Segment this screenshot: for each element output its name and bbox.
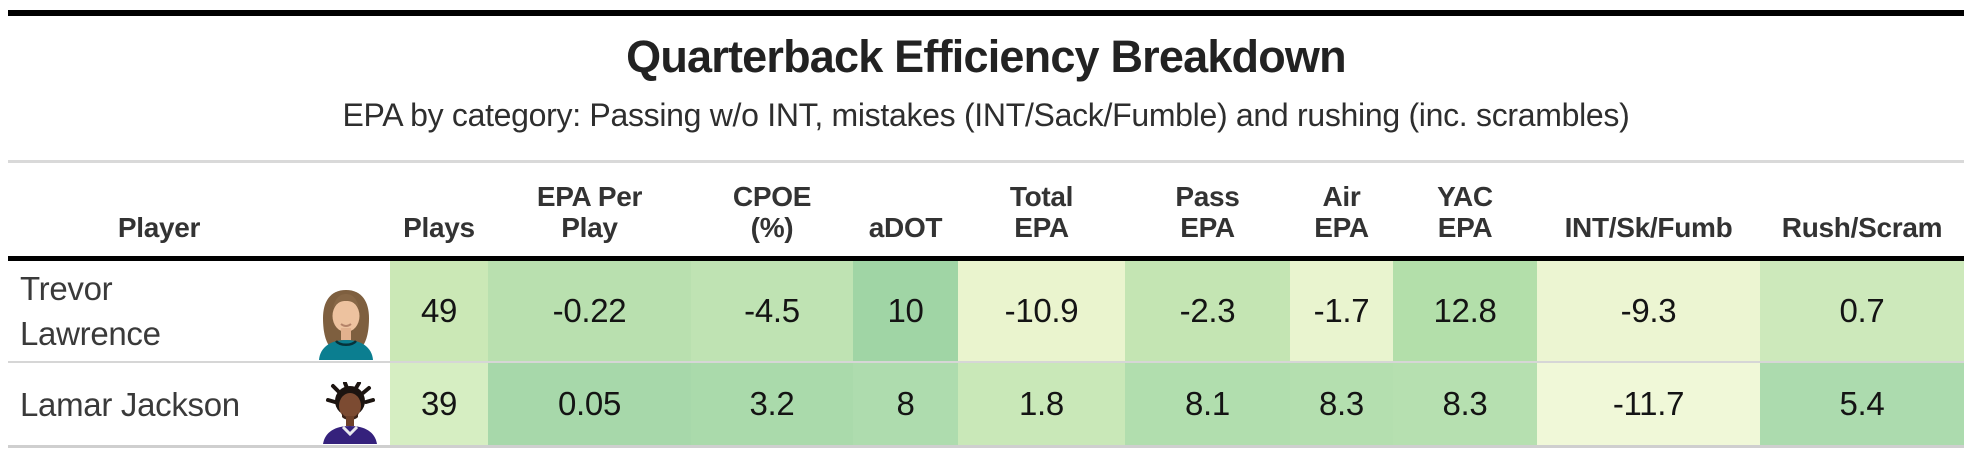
column-header-yac-epa: YAC EPA xyxy=(1393,161,1537,261)
stat-cell-adot: 10 xyxy=(853,258,958,363)
column-header-pass-epa: Pass EPA xyxy=(1125,161,1290,261)
stat-cell-int-sk-fumb: -11.7 xyxy=(1537,362,1760,448)
column-header-air-epa: Air EPA xyxy=(1290,161,1393,261)
column-header-total-epa: Total EPA xyxy=(958,161,1125,261)
stat-cell-adot: 8 xyxy=(853,362,958,448)
stat-cell-total-epa: 1.8 xyxy=(958,362,1125,448)
top-accent-bar xyxy=(8,10,1964,16)
stat-cell-pass-epa: 8.1 xyxy=(1125,362,1290,448)
stat-cell-plays: 39 xyxy=(390,362,488,448)
stat-cell-cpoe: 3.2 xyxy=(691,362,853,448)
stat-cell-rush-scram: 5.4 xyxy=(1760,362,1964,448)
page-title: Quarterback Efficiency Breakdown xyxy=(626,31,1346,82)
stat-cell-cpoe: -4.5 xyxy=(691,258,853,363)
header-row: Player Plays EPA Per Play CPOE (%) aDOT … xyxy=(8,161,1964,261)
stat-cell-air-epa: 8.3 xyxy=(1290,362,1393,448)
lamar-jackson-headshot xyxy=(315,363,385,445)
column-header-player: Player xyxy=(8,161,390,261)
table-row-lamar-jackson: Lamar Jackson xyxy=(8,362,1964,448)
column-header-epa-per-play: EPA Per Play xyxy=(488,161,691,261)
column-header-adot: aDOT xyxy=(853,161,958,261)
stat-cell-total-epa: -10.9 xyxy=(958,258,1125,363)
page-subtitle: EPA by category: Passing w/o INT, mistak… xyxy=(342,97,1630,133)
player-name: Trevor Lawrence xyxy=(20,270,161,352)
stat-cell-air-epa: -1.7 xyxy=(1290,258,1393,363)
stat-cell-pass-epa: -2.3 xyxy=(1125,258,1290,363)
stat-cell-yac-epa: 12.8 xyxy=(1393,258,1537,363)
stat-cell-yac-epa: 8.3 xyxy=(1393,362,1537,448)
column-header-plays: Plays xyxy=(390,161,488,261)
qb-stats-table: Player Plays EPA Per Play CPOE (%) aDOT … xyxy=(8,160,1964,448)
stat-cell-int-sk-fumb: -9.3 xyxy=(1537,258,1760,363)
stat-cell-epa-per-play: 0.05 xyxy=(488,362,691,448)
column-header-cpoe: CPOE (%) xyxy=(691,161,853,261)
qb-efficiency-table-page: Quarterback Efficiency Breakdown EPA by … xyxy=(8,0,1964,448)
player-cell: Trevor Lawrence xyxy=(8,258,390,363)
table-row-trevor-lawrence: Trevor Lawrence xyxy=(8,258,1964,363)
stat-cell-rush-scram: 0.7 xyxy=(1760,258,1964,363)
player-cell: Lamar Jackson xyxy=(8,362,390,448)
column-header-int-sk-fumb: INT/Sk/Fumb xyxy=(1537,161,1760,261)
stat-cell-epa-per-play: -0.22 xyxy=(488,258,691,363)
player-name: Lamar Jackson xyxy=(20,385,240,423)
stat-cell-plays: 49 xyxy=(390,258,488,363)
trevor-lawrence-headshot xyxy=(307,261,385,361)
column-header-rush-scram: Rush/Scram xyxy=(1760,161,1964,261)
